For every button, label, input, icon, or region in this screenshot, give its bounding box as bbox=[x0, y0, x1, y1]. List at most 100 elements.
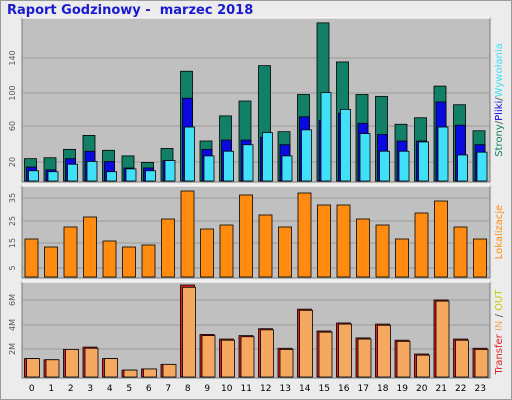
bar-wywolania-4-fill bbox=[106, 171, 117, 182]
bar-lokalizacje-4 bbox=[102, 240, 117, 278]
bar-wywolania-9 bbox=[203, 155, 215, 182]
bar-lokalizacje-11 bbox=[239, 194, 253, 278]
bar-transfer-in-11 bbox=[240, 336, 255, 378]
bar-transfer-in-14-fill bbox=[299, 309, 313, 378]
bar-wywolania-19 bbox=[398, 150, 410, 182]
bar-wywolania-4 bbox=[106, 171, 117, 182]
bar-lokalizacje-21-fill bbox=[434, 200, 448, 278]
bar-transfer-in-7 bbox=[162, 363, 177, 378]
bar-wywolania-0-fill bbox=[28, 170, 39, 182]
bar-wywolania-21 bbox=[437, 126, 449, 182]
x-tick-label: 4 bbox=[107, 384, 113, 394]
bar-transfer-in-6-fill bbox=[143, 368, 157, 378]
bar-wywolania-7-fill bbox=[164, 160, 176, 182]
bar-wywolania-16 bbox=[340, 108, 351, 182]
bar-lokalizacje-10-fill bbox=[219, 224, 234, 278]
bar-wywolania-15 bbox=[320, 92, 332, 182]
bar-wywolania-22-fill bbox=[457, 154, 468, 182]
x-tick-label: 15 bbox=[319, 384, 330, 394]
bar-wywolania-17 bbox=[359, 133, 371, 182]
x-tick-label: 3 bbox=[87, 384, 93, 394]
bar-lokalizacje-1-fill bbox=[44, 246, 58, 278]
plot-area-2 bbox=[21, 185, 491, 279]
bar-lokalizacje-3 bbox=[83, 216, 97, 278]
x-tick-label: 6 bbox=[146, 384, 152, 394]
bar-wywolania-14 bbox=[301, 129, 312, 182]
bar-transfer-in-16 bbox=[338, 323, 352, 378]
bar-wywolania-13-fill bbox=[281, 155, 293, 182]
bar-lokalizacje-6-fill bbox=[141, 244, 156, 278]
bar-lokalizacje-9 bbox=[200, 228, 214, 278]
x-tick-label: 12 bbox=[260, 384, 271, 394]
bar-transfer-in-22 bbox=[455, 339, 469, 378]
bar-transfer-in-19 bbox=[396, 340, 411, 378]
bar-transfer-in-3 bbox=[84, 347, 99, 378]
bar-wywolania-8-fill bbox=[184, 126, 195, 182]
bar-transfer-in-23-fill bbox=[474, 348, 489, 378]
bar-wywolania-5-fill bbox=[125, 168, 137, 182]
bar-lokalizacje-5-fill bbox=[122, 246, 136, 278]
bar-lokalizacje-21 bbox=[434, 200, 448, 278]
bar-wywolania-19-fill bbox=[398, 150, 410, 182]
bar-wywolania-18 bbox=[379, 150, 390, 182]
bar-wywolania-14-fill bbox=[301, 129, 312, 182]
bar-lokalizacje-19 bbox=[395, 238, 409, 278]
bar-transfer-in-9-fill bbox=[201, 335, 216, 378]
bar-lokalizacje-5 bbox=[122, 246, 136, 278]
plot-area-1 bbox=[21, 17, 491, 183]
bar-wywolania-15-fill bbox=[320, 92, 332, 182]
bar-transfer-in-5-fill bbox=[123, 369, 138, 378]
bar-transfer-in-16-fill bbox=[338, 323, 352, 378]
bar-wywolania-7 bbox=[164, 160, 176, 182]
bar-wywolania-1-fill bbox=[47, 171, 59, 182]
bar-wywolania-9-fill bbox=[203, 155, 215, 182]
bar-transfer-in-14 bbox=[299, 309, 313, 378]
bar-wywolania-20 bbox=[418, 141, 429, 182]
bar-transfer-in-10-fill bbox=[221, 339, 235, 378]
bar-wywolania-5 bbox=[125, 168, 137, 182]
x-tick-label: 8 bbox=[185, 384, 191, 394]
bar-lokalizacje-11-fill bbox=[239, 194, 253, 278]
bar-transfer-in-1-fill bbox=[45, 359, 60, 378]
bar-lokalizacje-18 bbox=[375, 224, 390, 278]
bar-wywolania-23 bbox=[476, 151, 488, 182]
y-axis-label-strony-pliki-wywolania-part: / bbox=[494, 120, 505, 124]
x-tick-label: 20 bbox=[416, 384, 428, 394]
x-tick-label: 2 bbox=[68, 384, 74, 394]
x-tick-label: 23 bbox=[475, 384, 486, 394]
bar-lokalizacje-16-fill bbox=[336, 204, 351, 278]
bar-wywolania-10 bbox=[223, 150, 234, 182]
bar-lokalizacje-14-fill bbox=[297, 192, 312, 278]
bar-transfer-in-18 bbox=[377, 324, 391, 378]
x-tick-label: 9 bbox=[204, 384, 210, 394]
bar-wywolania-10-fill bbox=[223, 150, 234, 182]
x-tick-label: 5 bbox=[126, 384, 132, 394]
bar-transfer-in-12 bbox=[260, 329, 274, 378]
bar-lokalizacje-8-fill bbox=[180, 190, 195, 278]
bar-lokalizacje-13-fill bbox=[278, 226, 292, 278]
bar-transfer-in-9 bbox=[201, 335, 216, 378]
y-tick-label: 5 bbox=[8, 265, 17, 270]
bar-transfer-in-0 bbox=[26, 358, 40, 378]
bar-transfer-in-5 bbox=[123, 369, 138, 378]
bar-lokalizacje-22 bbox=[453, 226, 468, 278]
bar-transfer-in-15 bbox=[318, 331, 333, 378]
y-tick-label: 25 bbox=[8, 216, 17, 226]
bar-wywolania-18-fill bbox=[379, 150, 390, 182]
bar-wywolania-2 bbox=[67, 163, 78, 182]
x-tick-label: 13 bbox=[280, 384, 291, 394]
bar-wywolania-8 bbox=[184, 126, 195, 182]
bar-transfer-in-17 bbox=[357, 338, 372, 378]
x-tick-label: 0 bbox=[29, 384, 35, 394]
y-axis-label-transfer: Transfer IN / OUT bbox=[494, 289, 505, 376]
bar-transfer-in-15-fill bbox=[318, 331, 333, 378]
y-axis-label-transfer-part: Transfer bbox=[494, 333, 505, 375]
y-axis-label-transfer-part: IN bbox=[494, 321, 505, 335]
bar-wywolania-22 bbox=[457, 154, 468, 182]
bar-lokalizacje-16 bbox=[336, 204, 351, 278]
bar-transfer-in-21 bbox=[435, 300, 450, 378]
bar-transfer-in-21-fill bbox=[435, 300, 450, 378]
bar-lokalizacje-4-fill bbox=[102, 240, 117, 278]
x-tick-label: 19 bbox=[397, 384, 409, 394]
